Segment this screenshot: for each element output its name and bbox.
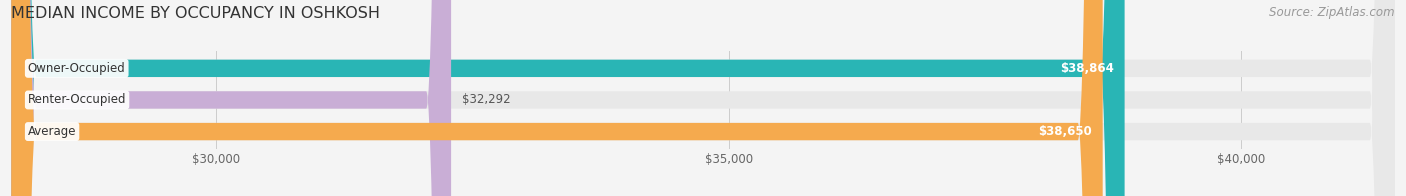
- Text: Owner-Occupied: Owner-Occupied: [28, 62, 125, 75]
- FancyBboxPatch shape: [11, 0, 1395, 196]
- Text: Renter-Occupied: Renter-Occupied: [28, 93, 127, 106]
- Text: $38,864: $38,864: [1060, 62, 1114, 75]
- Text: $38,650: $38,650: [1038, 125, 1091, 138]
- Text: Average: Average: [28, 125, 76, 138]
- FancyBboxPatch shape: [11, 0, 1395, 196]
- FancyBboxPatch shape: [11, 0, 451, 196]
- FancyBboxPatch shape: [11, 0, 1102, 196]
- FancyBboxPatch shape: [11, 0, 1395, 196]
- Text: Source: ZipAtlas.com: Source: ZipAtlas.com: [1270, 6, 1395, 19]
- FancyBboxPatch shape: [11, 0, 1125, 196]
- Text: $32,292: $32,292: [463, 93, 510, 106]
- Text: MEDIAN INCOME BY OCCUPANCY IN OSHKOSH: MEDIAN INCOME BY OCCUPANCY IN OSHKOSH: [11, 6, 380, 21]
